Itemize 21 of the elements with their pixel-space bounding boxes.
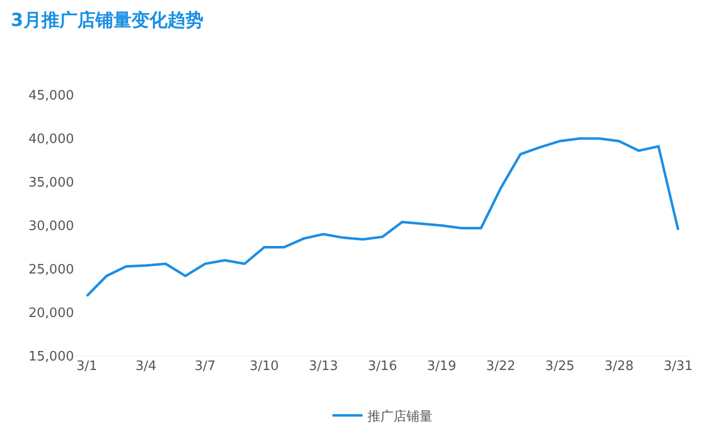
y-tick-label: 25,000 xyxy=(28,262,74,278)
x-tick-label: 3/25 xyxy=(545,359,574,374)
x-tick-label: 3/31 xyxy=(664,359,693,374)
x-tick-label: 3/10 xyxy=(250,359,279,374)
x-tick-label: 3/28 xyxy=(604,359,634,374)
y-tick-label: 40,000 xyxy=(28,132,74,148)
y-tick-label: 45,000 xyxy=(28,88,74,104)
y-tick-label: 35,000 xyxy=(28,176,74,191)
x-tick-label: 3/1 xyxy=(76,359,98,374)
x-tick-label: 3/7 xyxy=(194,359,216,374)
y-tick-label: 30,000 xyxy=(28,219,74,234)
x-tick-label: 3/13 xyxy=(308,359,338,374)
chart-title: 3月推广店铺量变化趋势 xyxy=(10,10,204,31)
x-tick-label: 3/22 xyxy=(486,359,516,374)
y-tick-label: 15,000 xyxy=(28,350,74,365)
x-tick-label: 3/16 xyxy=(368,359,398,374)
x-tick-label: 3/4 xyxy=(136,359,156,374)
y-tick-label: 20,000 xyxy=(28,306,74,322)
legend-label: 推广店铺量 xyxy=(368,408,432,424)
line-series xyxy=(86,137,680,298)
x-tick-label: 3/19 xyxy=(427,359,456,374)
